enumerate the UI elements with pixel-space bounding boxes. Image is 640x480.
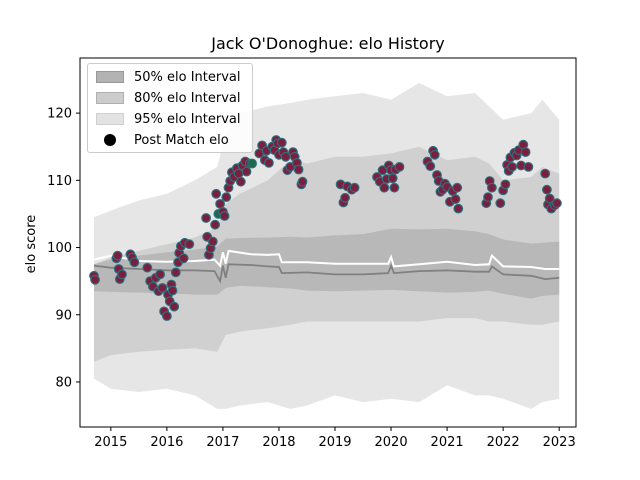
- post-match-elo-point: [276, 137, 287, 148]
- median-elo-line: [93, 263, 560, 284]
- post-match-elo-point: [170, 267, 181, 278]
- y-tick-label: 90: [55, 308, 72, 323]
- post-match-elo-point: [211, 188, 222, 199]
- post-match-elo-point: [201, 213, 212, 223]
- y-tick-label: 80: [55, 375, 72, 390]
- x-tick-label: 2018: [262, 435, 295, 450]
- post-match-elo-point: [178, 253, 189, 264]
- post-match-elo-point: [542, 184, 552, 195]
- post-match-elo-point: [452, 182, 463, 193]
- x-tick-label: 2022: [487, 435, 520, 450]
- plot-frame: [79, 57, 577, 428]
- post-match-elo-point: [379, 182, 390, 193]
- post-match-elo-point: [112, 250, 123, 261]
- y-tick-label: 110: [47, 174, 72, 189]
- post-match-elo-point: [389, 182, 400, 193]
- legend-label-points: Post Match elo: [134, 132, 229, 148]
- legend-label-80: 80% elo Interval: [134, 90, 241, 106]
- legend-swatch-80: [96, 92, 124, 104]
- post-match-elo-point: [142, 262, 153, 273]
- legend-item-50: 50% elo Interval: [96, 69, 241, 85]
- legend: 50% elo Interval 80% elo Interval 95% el…: [87, 63, 253, 153]
- post-match-elo-point: [235, 176, 246, 187]
- legend-item-points: Post Match elo: [96, 132, 229, 148]
- mean-elo-line: [93, 249, 560, 270]
- plot-area: 2015 2016 2017 2018 2019 2020 2021 2022 2023 80 90…: [47, 57, 577, 450]
- legend-item-80: 80% elo Interval: [96, 90, 241, 106]
- post-match-elo-point: [293, 164, 304, 175]
- post-match-elo-point: [117, 269, 127, 280]
- legend-swatch-95: [96, 113, 124, 125]
- post-match-elo-point: [233, 168, 244, 179]
- post-match-elo-point: [129, 257, 140, 268]
- y-tick-label: 120: [47, 107, 72, 122]
- post-match-elo-point: [520, 147, 531, 158]
- post-match-elo-point: [387, 173, 398, 184]
- post-match-elo-point: [215, 198, 226, 209]
- post-match-elo-point: [495, 198, 506, 209]
- legend-label-50: 50% elo Interval: [134, 69, 241, 85]
- post-match-elo-point: [221, 192, 232, 203]
- post-match-elo-point: [161, 311, 172, 322]
- post-match-elo-point: [425, 161, 436, 172]
- post-match-elo-point: [157, 283, 168, 293]
- post-match-elo-point: [264, 157, 274, 168]
- legend-label-95: 95% elo Interval: [134, 111, 241, 127]
- post-match-elo-point: [523, 161, 534, 172]
- post-match-elo-point: [219, 211, 230, 221]
- post-match-elo-point: [394, 161, 405, 172]
- post-match-elo-point: [241, 166, 252, 177]
- post-match-elo-point: [169, 301, 180, 312]
- legend-item-95: 95% elo Interval: [96, 111, 241, 127]
- post-match-elo-point: [544, 193, 555, 204]
- post-match-elo-point: [184, 239, 195, 250]
- x-tick-label: 2017: [206, 435, 239, 450]
- post-match-elo-point: [90, 274, 100, 285]
- x-tick-label: 2016: [150, 435, 183, 450]
- post-match-elo-point: [297, 176, 308, 187]
- post-match-elo-point: [450, 194, 461, 205]
- x-tick-label: 2020: [375, 435, 408, 450]
- post-match-elo-point: [207, 236, 218, 247]
- y-tick-label: 100: [47, 241, 72, 256]
- x-tick-label: 2023: [543, 435, 576, 450]
- legend-marker-icon: [96, 134, 124, 146]
- post-match-elo-point: [210, 219, 221, 230]
- x-tick-label: 2019: [318, 435, 351, 450]
- post-match-elo-point: [507, 161, 517, 172]
- post-match-elo-point: [429, 149, 440, 160]
- post-match-elo-point: [487, 182, 497, 193]
- post-match-elo-point: [552, 198, 562, 209]
- post-match-elo-point: [340, 192, 351, 203]
- post-match-elo-point: [155, 269, 166, 280]
- legend-swatch-50: [96, 71, 124, 83]
- x-tick-label: 2021: [431, 435, 464, 450]
- post-match-elo-point: [483, 192, 493, 203]
- chart-title: Jack O'Donoghue: elo History: [210, 34, 445, 53]
- post-match-elo-point: [167, 285, 178, 296]
- post-match-elo-point: [247, 158, 258, 169]
- post-match-elo-point: [453, 203, 464, 214]
- y-axis-label: elo score: [24, 215, 39, 274]
- post-match-elo-point: [500, 179, 511, 190]
- x-tick-label: 2015: [94, 435, 127, 450]
- post-match-elo-point: [349, 182, 360, 193]
- post-match-elo-point: [540, 168, 551, 179]
